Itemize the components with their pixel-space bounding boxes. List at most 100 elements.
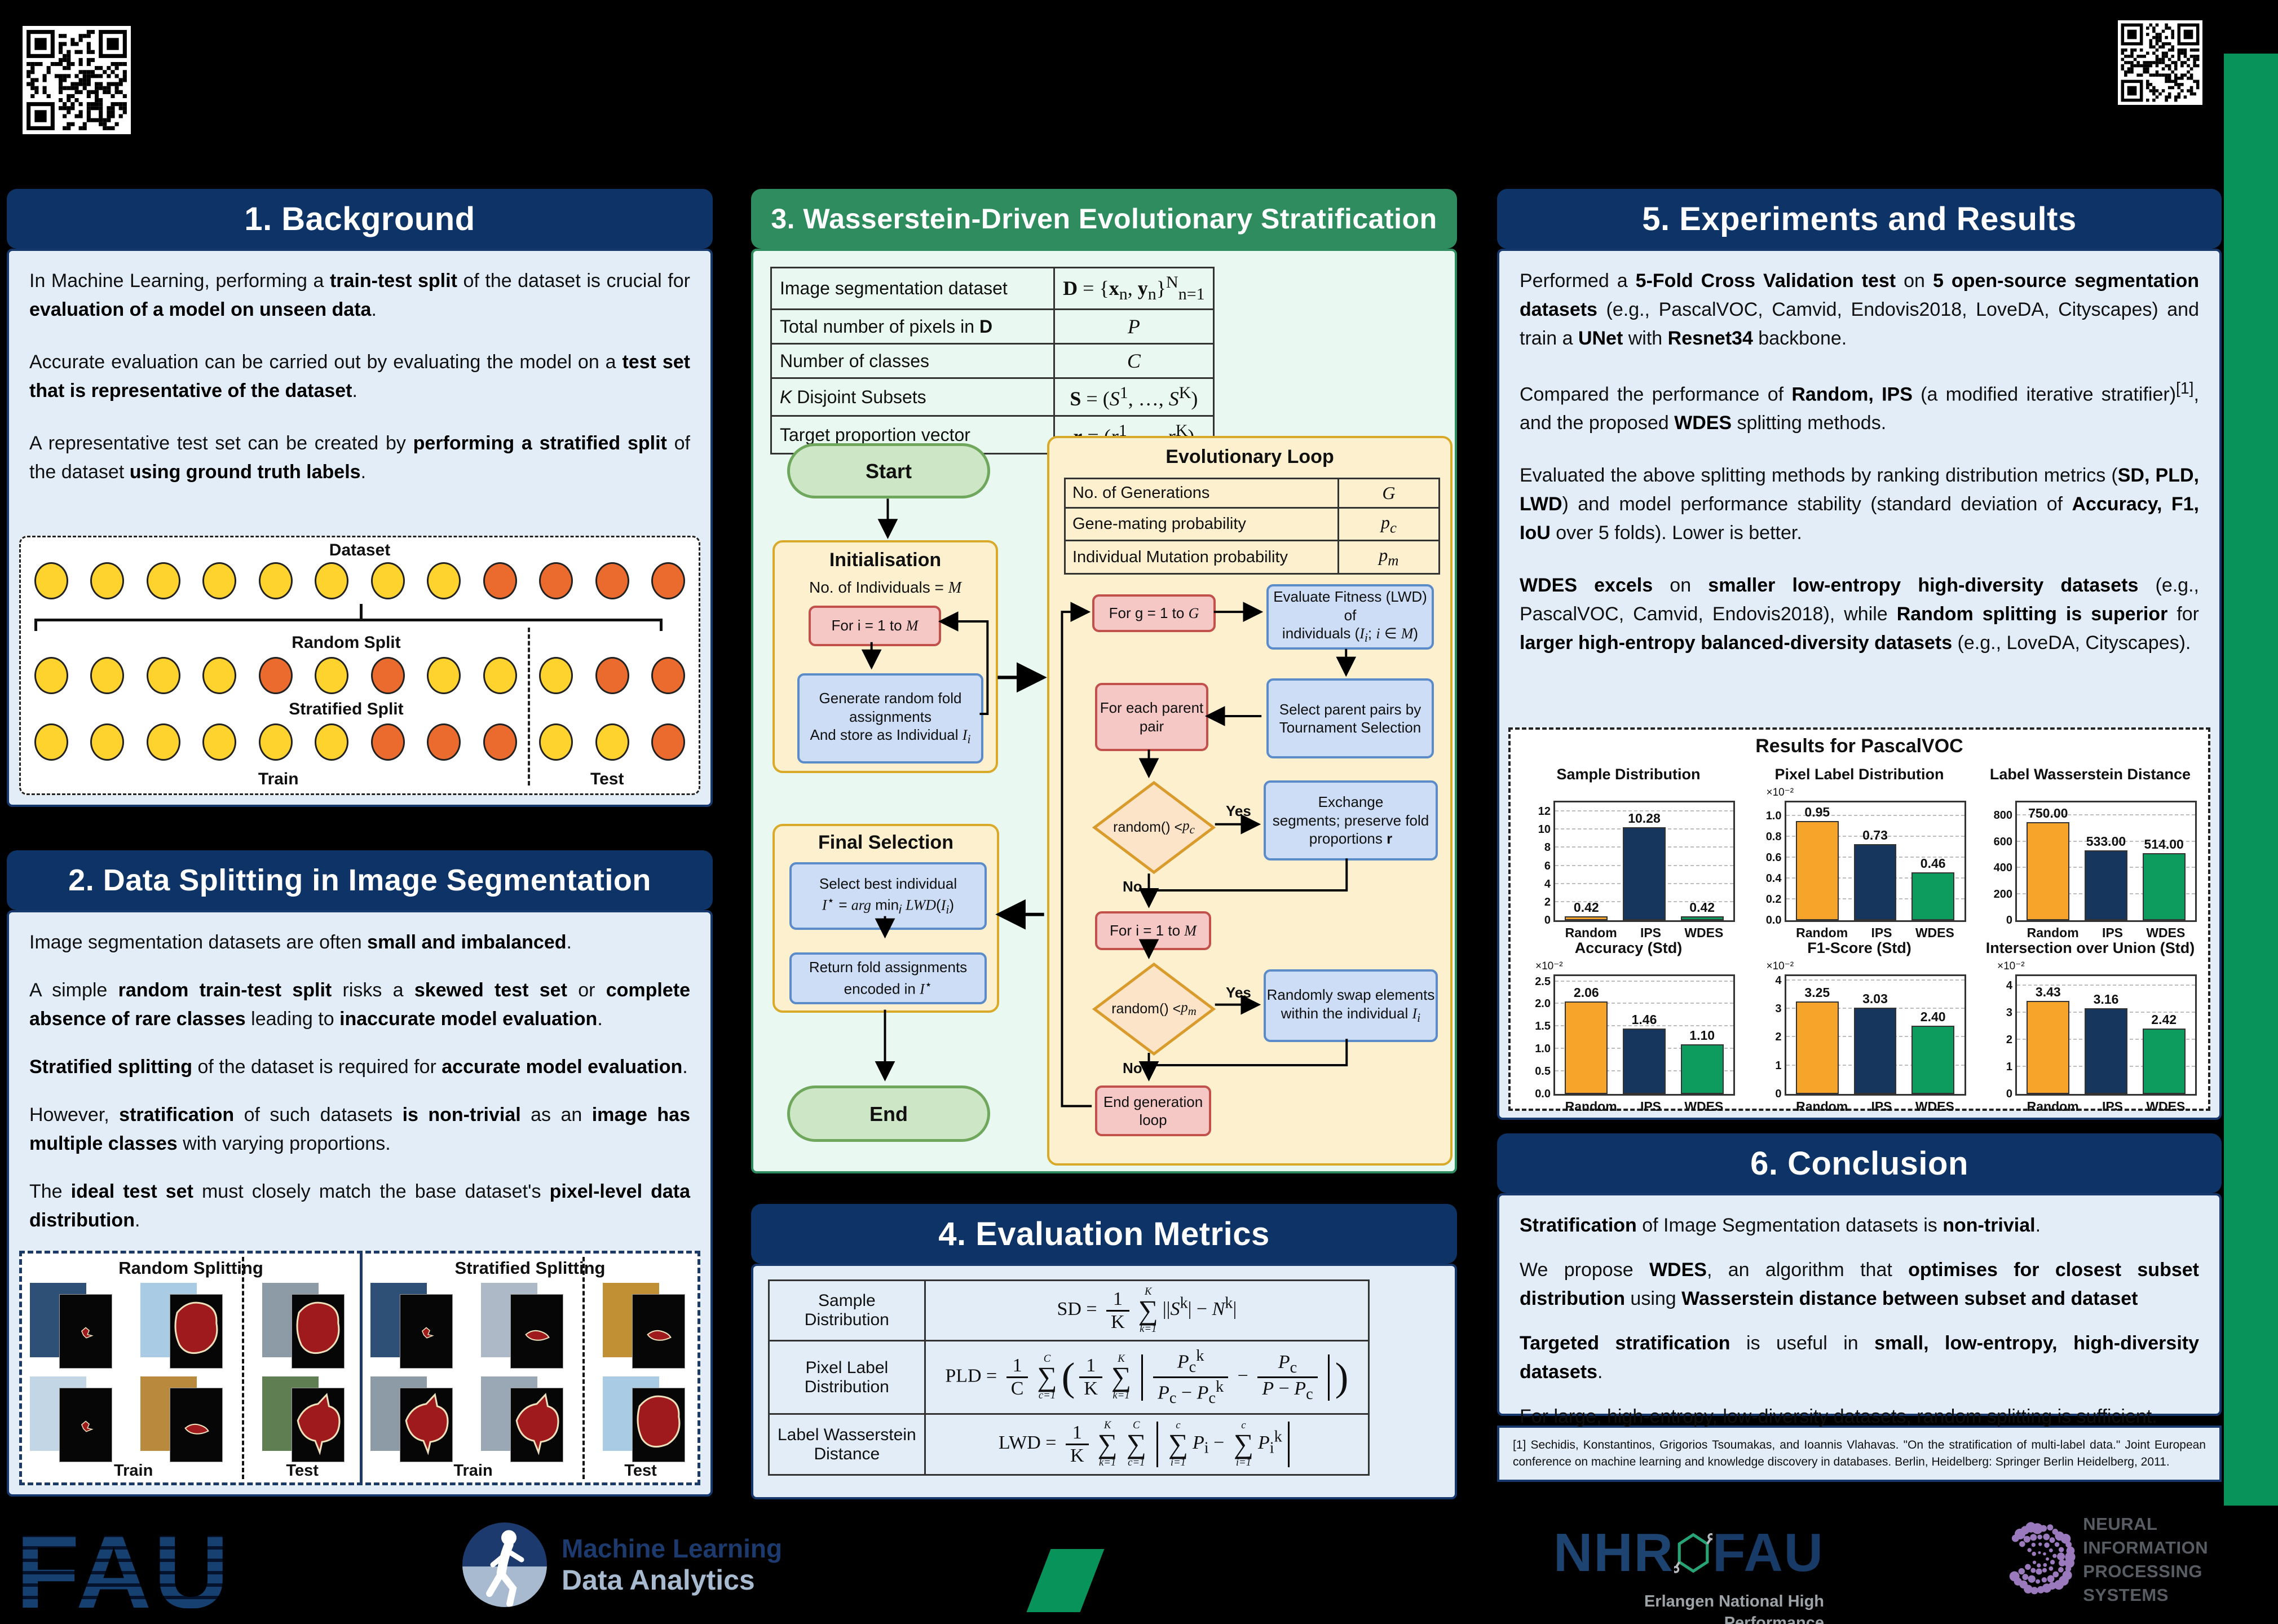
data-splitting-paragraph: Stratified splitting of the dataset is r… — [29, 1056, 688, 1078]
x-axis-labels: Random IPS WDES — [1553, 925, 1735, 941]
flow-select-best-node: Select best individual I⋆ = arg mini LWD(… — [789, 862, 987, 930]
bar-ips: 10.28 — [1623, 811, 1666, 920]
section-data-splitting-header: 2. Data Splitting in Image Segmentation — [7, 850, 713, 910]
no-label: No — [1123, 1060, 1142, 1076]
segmentation-mask-thumbnail — [510, 1388, 563, 1462]
class-dot-yellow — [90, 562, 125, 599]
segmentation-mask-thumbnail — [59, 1388, 112, 1462]
person-silhouette-icon — [486, 1530, 524, 1607]
panel-grid — [370, 1283, 690, 1462]
train-test-divider — [582, 1257, 585, 1479]
y-axis-tick: 0.0 — [1535, 1088, 1551, 1100]
diagram-connector — [360, 604, 363, 619]
chart-subplot-title: Label Wasserstein Distance — [1989, 766, 2191, 783]
random-splitting-panel: Random Splitting Train Test — [22, 1254, 360, 1482]
flow-select-parents-node: Select parent pairs by Tournament Selecti… — [1266, 678, 1434, 758]
chart-subplot-title: Intersection over Union (Std) — [1985, 939, 2195, 956]
neurips-line1: NEURAL INFORMATION — [2083, 1514, 2209, 1558]
class-dot-orange — [483, 562, 517, 599]
section-data-splitting-body: Image segmentation datasets are often sm… — [7, 910, 713, 1497]
class-dot-yellow — [370, 562, 405, 599]
bar-random: 2.06 — [1565, 985, 1608, 1094]
x-axis-label-wdes: WDES — [2146, 925, 2186, 940]
experiments-paragraph: Evaluated the above splitting methods by… — [1520, 465, 2199, 544]
bar-random: 3.25 — [1795, 985, 1839, 1094]
y-axis-tick: 6 — [1544, 859, 1551, 872]
section-background-body: In Machine Learning, performing a train-… — [7, 249, 713, 807]
conclusion-paragraph: Targeted stratification is useful in sma… — [1520, 1332, 2199, 1383]
diagram-random-split-label: Random Split — [292, 633, 401, 652]
segmentation-mask-thumbnail — [59, 1294, 112, 1369]
notation-label: Number of classes — [770, 343, 1056, 379]
segmentation-mask-thumbnail — [632, 1388, 685, 1462]
data-splitting-paragraph: The ideal test set must closely match th… — [29, 1181, 691, 1231]
bar-ips: 1.46 — [1623, 1012, 1666, 1094]
bar-value-label: 2.06 — [1573, 985, 1599, 1000]
chart-subplot-title: F1-Score (Std) — [1807, 939, 1911, 956]
mlda-logo: Machine Learning Data Analytics — [462, 1522, 782, 1607]
conclusion-paragraph: We propose WDES, an algorithm that optim… — [1520, 1259, 2199, 1309]
flow-end-generation-node: End generation loop — [1095, 1085, 1211, 1136]
diagram-test-label: Test — [590, 770, 624, 788]
y-axis-tick: 0.2 — [1765, 893, 1782, 906]
x-axis-label-random: Random — [2027, 1099, 2079, 1114]
metric-name: Sample Distribution — [768, 1279, 926, 1342]
class-dot-orange — [651, 562, 685, 599]
bar-value-label: 3.43 — [2035, 985, 2061, 1000]
y-axis-tick: 10 — [1538, 823, 1551, 836]
background-paragraph: Accurate evaluation can be carried out b… — [29, 351, 690, 401]
segmentation-mask-thumbnail — [510, 1294, 563, 1369]
section-background-header: 1. Background — [7, 189, 713, 249]
class-dot-yellow — [427, 657, 461, 694]
notation-row: Number of classes C — [770, 343, 1215, 379]
section-background: 1. Background In Machine Learning, perfo… — [7, 189, 713, 807]
mlda-line2: Data Analytics — [562, 1564, 755, 1596]
stratified-splitting-panel: Stratified Splitting Train Test — [360, 1254, 697, 1482]
class-dot-orange — [595, 657, 629, 694]
param-label: Individual Mutation probability — [1064, 540, 1339, 575]
gridline — [1555, 1025, 1733, 1027]
train-test-divider — [242, 1257, 244, 1479]
green-accent-strip — [2224, 54, 2278, 1506]
flow-for-g-node: For g = 1 to G — [1092, 594, 1216, 632]
dataset-split-diagram: Dataset Random Split Stratified Split Tr… — [19, 536, 700, 795]
panel-title: Random Splitting — [118, 1258, 263, 1278]
nhr-fau-logo: NHR FAU Erlangen National High Performan… — [1553, 1516, 1824, 1624]
conclusion-paragraph: Stratification of Image Segmentation dat… — [1520, 1215, 2041, 1236]
chart-plot-area: 0 1 2 3 4 3.25 3.03 2.40 — [1775, 974, 1966, 1100]
x-axis-labels: Random IPS WDES — [2015, 1099, 2197, 1114]
x-axis-label-random: Random — [1565, 1099, 1617, 1114]
x-axis-label-ips: IPS — [1640, 1099, 1662, 1114]
data-splitting-paragraph: However, stratification of such datasets… — [29, 1104, 690, 1154]
notation-label: K Disjoint Subsets — [770, 377, 1056, 417]
bar-random: 0.42 — [1565, 900, 1608, 920]
x-axis-label-random: Random — [1796, 1099, 1848, 1114]
bar-wdes: 2.40 — [1911, 1009, 1955, 1094]
class-dot-yellow — [427, 562, 461, 599]
train-image-pair — [30, 1376, 125, 1467]
x-axis-labels: Random IPS WDES — [1785, 1099, 1966, 1114]
metric-row: Sample Distribution SD = 1 K K ∑ k=1 ||Sk| − N… — [768, 1279, 1370, 1342]
reference-footnote: [1] Sechidis, Konstantinos, Grigorios Ts… — [1497, 1426, 2222, 1482]
class-dot-yellow — [315, 657, 349, 694]
charts-row-top: Sample Distribution 0 2 4 6 8 10 12 0.42 10.28 0.4… — [1518, 766, 2200, 941]
flow-final-selection-box: Final Selection Select best individual I⋆… — [772, 824, 999, 1013]
x-axis-label-ips: IPS — [1871, 1099, 1892, 1114]
neurips-line2: PROCESSING SYSTEMS — [2083, 1561, 2202, 1605]
train-test-divider — [528, 628, 531, 785]
gridline — [2017, 840, 2195, 842]
dataset-dot-row — [34, 562, 685, 599]
neurips-swirl-icon — [2009, 1522, 2076, 1595]
mlda-line1: Machine Learning — [562, 1534, 783, 1563]
x-axis-label-wdes: WDES — [1684, 925, 1724, 940]
class-dot-yellow — [202, 562, 237, 599]
section-metrics-title: 4. Evaluation Metrics — [938, 1215, 1270, 1252]
charts-title: Results for PascalVOC — [1755, 735, 1963, 757]
notation-symbol: S = (S1, …, SK) — [1053, 377, 1215, 417]
test-image-pair — [603, 1283, 697, 1373]
y-axis-tick: 3 — [1775, 1002, 1782, 1015]
stratified-split-dot-row — [34, 723, 685, 761]
chart-scale-note: ×10⁻² — [1997, 960, 2025, 972]
flow-for-i-node: For i = 1 to M — [809, 606, 941, 646]
